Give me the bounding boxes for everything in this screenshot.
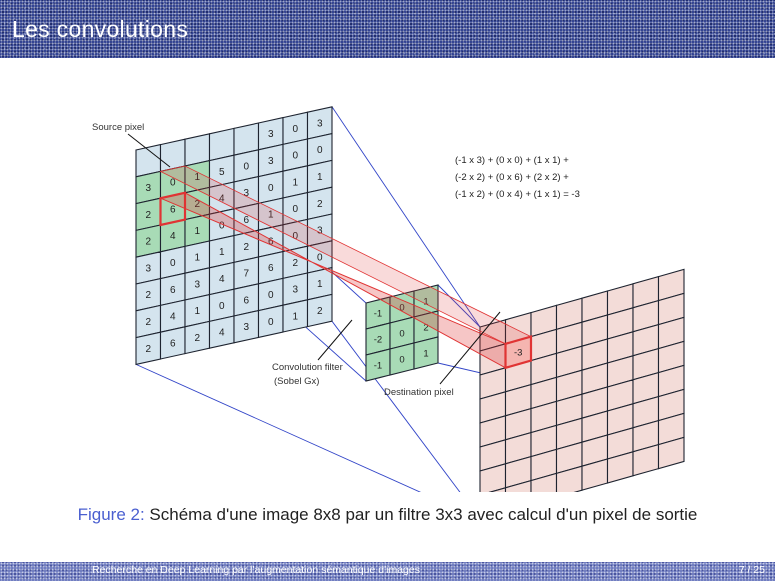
source-value: 0 xyxy=(268,290,274,301)
source-value: 3 xyxy=(145,183,151,194)
filter-leader-line xyxy=(317,319,353,361)
filter-value: -1 xyxy=(374,309,382,320)
source-value: 6 xyxy=(243,215,249,226)
source-value: 4 xyxy=(170,312,176,323)
filter-value: -2 xyxy=(374,335,382,346)
page-number: 7 / 25 xyxy=(738,564,765,576)
filter-label-line-1: Convolution filter xyxy=(272,362,343,373)
source-value: 1 xyxy=(194,172,200,183)
filter-label-line-2: (Sobel Gx) xyxy=(274,376,319,387)
source-value: 2 xyxy=(317,199,323,210)
source-value: 0 xyxy=(243,161,249,172)
source-value: 4 xyxy=(219,328,225,339)
source-pixel-label: Source pixel xyxy=(92,122,144,133)
leader-lines xyxy=(127,133,501,385)
filter-cell xyxy=(413,336,439,370)
source-value: 0 xyxy=(170,178,176,189)
source-value: 0 xyxy=(268,317,274,328)
source-value: 3 xyxy=(292,285,298,296)
source-value: 0 xyxy=(268,183,274,194)
source-value: 6 xyxy=(170,338,176,349)
source-value: 6 xyxy=(268,236,274,247)
filter-value: -1 xyxy=(374,361,382,372)
slide-title: Les convolutions xyxy=(12,16,189,42)
filter-value: 2 xyxy=(423,323,428,334)
filter-value: 0 xyxy=(399,355,404,366)
source-value: 0 xyxy=(292,204,298,215)
convolution-beam xyxy=(158,192,506,369)
source-value: 3 xyxy=(145,263,151,274)
source-value: 0 xyxy=(170,258,176,269)
slide-footer: Recherche en Deep Learning par l'augment… xyxy=(0,562,775,581)
destination-leader-line xyxy=(439,311,501,385)
source-cell xyxy=(306,293,333,328)
figure-caption: Figure 2: Schéma d'une image 8x8 par un … xyxy=(0,505,775,525)
source-value: 2 xyxy=(145,344,151,355)
formula-line-3: (-1 x 2) + (0 x 4) + (1 x 1) = -3 xyxy=(455,189,580,200)
caption-label: Figure 2: xyxy=(77,505,145,524)
slide-header: Les convolutions xyxy=(0,0,775,58)
source-value: 0 xyxy=(292,231,298,242)
source-value: 3 xyxy=(268,156,274,167)
formula-line-2: (-2 x 2) + (0 x 6) + (2 x 2) + xyxy=(455,172,569,183)
footer-text: Recherche en Deep Learning par l'augment… xyxy=(92,564,420,576)
source-value: 6 xyxy=(243,295,249,306)
source-value: 2 xyxy=(145,290,151,301)
source-value: 4 xyxy=(219,274,225,285)
filter-value: 1 xyxy=(423,349,428,360)
source-value: 1 xyxy=(292,311,298,322)
source-value: 1 xyxy=(194,226,200,237)
source-value: 7 xyxy=(243,269,249,280)
source-value: 3 xyxy=(194,279,200,290)
convolution-diagram: 3033015030026243011241061023011260326347… xyxy=(92,106,685,520)
source-value: 2 xyxy=(145,210,151,221)
destination-cell xyxy=(657,436,685,470)
source-value: 5 xyxy=(219,167,225,178)
source-value: 2 xyxy=(145,317,151,328)
filter-value: 1 xyxy=(423,297,428,308)
source-value: 3 xyxy=(317,118,323,129)
source-leader-line xyxy=(127,133,171,168)
source-value: 0 xyxy=(219,220,225,231)
source-value: 1 xyxy=(194,253,200,264)
source-value: 3 xyxy=(268,129,274,140)
source-value: 6 xyxy=(268,263,274,274)
source-value: 1 xyxy=(219,247,225,258)
source-value: 0 xyxy=(317,145,323,156)
caption-text: Schéma d'une image 8x8 par un filtre 3x3… xyxy=(149,505,698,524)
destination-pixel-label: Destination pixel xyxy=(384,387,454,398)
destination-value: -3 xyxy=(514,348,522,359)
source-value: 3 xyxy=(317,226,323,237)
source-value: 3 xyxy=(243,322,249,333)
source-value: 2 xyxy=(243,242,249,253)
source-value: 1 xyxy=(268,210,274,221)
source-value: 1 xyxy=(317,279,323,290)
source-value: 0 xyxy=(292,151,298,162)
source-value: 0 xyxy=(292,124,298,135)
perspective-guide-line xyxy=(331,320,481,520)
source-value: 2 xyxy=(292,258,298,269)
source-value: 1 xyxy=(292,177,298,188)
perspective-guide-line xyxy=(437,284,481,328)
source-value: 2 xyxy=(145,237,151,248)
source-value: 4 xyxy=(170,231,176,242)
source-value: 3 xyxy=(243,188,249,199)
source-value: 2 xyxy=(194,199,200,210)
filter-value: 0 xyxy=(399,303,404,314)
source-value: 4 xyxy=(219,194,225,205)
source-value: 2 xyxy=(317,306,323,317)
source-value: 6 xyxy=(170,204,176,215)
source-value: 0 xyxy=(219,301,225,312)
source-value: 1 xyxy=(194,306,200,317)
convolution-beam-top xyxy=(159,165,533,345)
perspective-guide-line xyxy=(331,106,481,328)
convolution-figure: 3033015030026243011241061023011260326347… xyxy=(0,62,775,520)
source-value: 0 xyxy=(317,252,323,263)
formula-line-1: (-1 x 3) + (0 x 0) + (1 x 1) + xyxy=(455,155,569,166)
source-value: 2 xyxy=(194,333,200,344)
source-value: 6 xyxy=(170,285,176,296)
filter-value: 0 xyxy=(399,329,404,340)
source-value: 1 xyxy=(317,172,323,183)
